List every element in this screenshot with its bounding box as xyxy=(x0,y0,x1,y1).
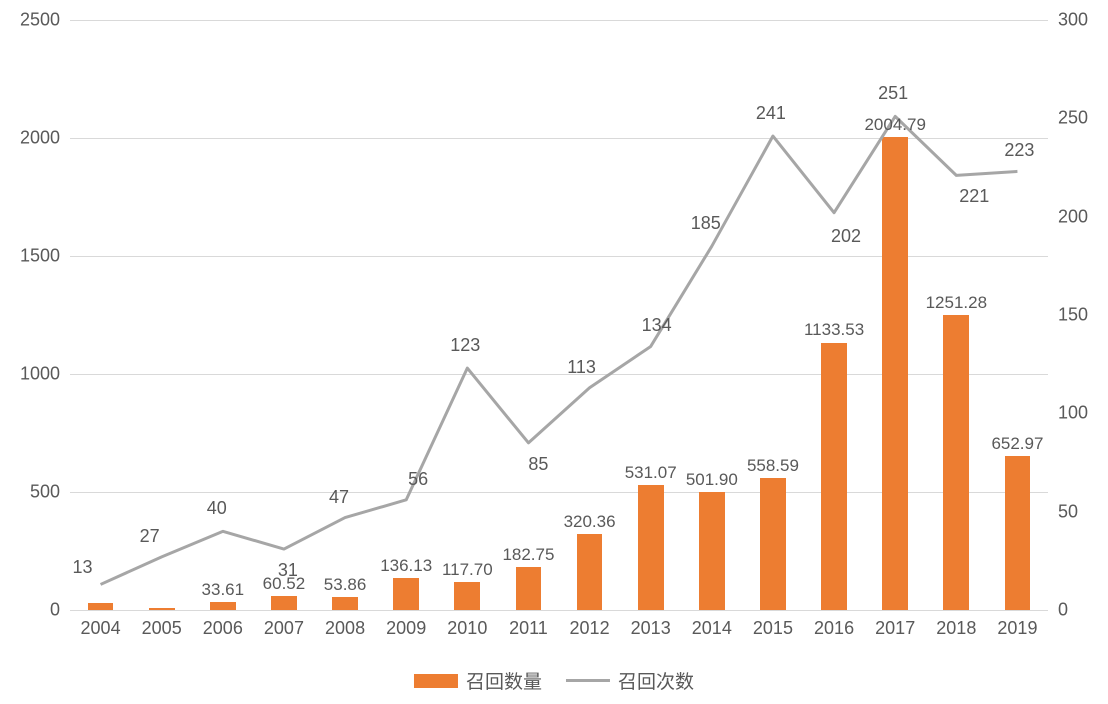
line-value-label: 56 xyxy=(408,469,428,490)
line-series xyxy=(70,20,1048,610)
x-tick-label: 2012 xyxy=(570,618,610,639)
line-value-label: 185 xyxy=(691,213,721,234)
x-tick-label: 2008 xyxy=(325,618,365,639)
plot-area xyxy=(70,20,1048,610)
y-right-tick-label: 250 xyxy=(1058,108,1088,129)
x-tick-label: 2016 xyxy=(814,618,854,639)
x-tick-label: 2007 xyxy=(264,618,304,639)
legend-label: 召回次数 xyxy=(618,667,694,694)
line-value-label: 202 xyxy=(831,226,861,247)
x-tick-label: 2006 xyxy=(203,618,243,639)
bar-value-label: 558.59 xyxy=(747,456,799,476)
y-left-tick-label: 2500 xyxy=(20,10,60,31)
y-right-tick-label: 200 xyxy=(1058,206,1088,227)
line-value-label: 31 xyxy=(278,560,298,581)
x-tick-label: 2010 xyxy=(447,618,487,639)
y-left-tick-label: 500 xyxy=(30,482,60,503)
y-right-tick-label: 0 xyxy=(1058,600,1068,621)
bar-value-label: 1133.53 xyxy=(804,320,864,340)
bar-value-label: 320.36 xyxy=(564,512,616,532)
bar-value-label: 531.07 xyxy=(625,463,677,483)
x-tick-label: 2011 xyxy=(509,618,548,639)
legend-label: 召回数量 xyxy=(466,667,542,694)
line-value-label: 221 xyxy=(959,186,989,207)
y-left-tick-label: 0 xyxy=(50,600,60,621)
line-value-label: 134 xyxy=(642,315,672,336)
x-tick-label: 2015 xyxy=(753,618,793,639)
y-left-tick-label: 1500 xyxy=(20,246,60,267)
x-tick-label: 2013 xyxy=(631,618,671,639)
line-value-label: 241 xyxy=(756,103,786,124)
bar-value-label: 182.75 xyxy=(502,545,554,565)
bar-value-label: 117.70 xyxy=(442,560,493,580)
x-tick-label: 2017 xyxy=(875,618,915,639)
line-value-label: 251 xyxy=(878,83,908,104)
line-value-label: 123 xyxy=(450,335,480,356)
x-tick-label: 2004 xyxy=(81,618,121,639)
y-right-tick-label: 100 xyxy=(1058,403,1088,424)
x-tick-label: 2009 xyxy=(386,618,426,639)
x-tick-label: 2005 xyxy=(142,618,182,639)
line-value-label: 47 xyxy=(329,487,349,508)
x-tick-label: 2014 xyxy=(692,618,732,639)
bar-value-label: 652.97 xyxy=(991,434,1043,454)
x-tick-label: 2018 xyxy=(936,618,976,639)
bar-value-label: 136.13 xyxy=(380,556,432,576)
y-left-tick-label: 2000 xyxy=(20,128,60,149)
gridline xyxy=(70,610,1048,611)
legend-swatch-line xyxy=(566,679,610,682)
x-tick-label: 2019 xyxy=(997,618,1037,639)
y-right-tick-label: 300 xyxy=(1058,10,1088,31)
y-right-tick-label: 50 xyxy=(1058,501,1078,522)
bar-value-label: 53.86 xyxy=(324,575,367,595)
legend-item: 召回次数 xyxy=(566,667,694,694)
line-value-label: 223 xyxy=(1004,140,1034,161)
line-value-label: 113 xyxy=(567,357,596,378)
legend-swatch-bar xyxy=(414,674,458,688)
bar-value-label: 33.61 xyxy=(202,580,245,600)
bar-value-label: 1251.28 xyxy=(926,293,987,313)
line-value-label: 40 xyxy=(207,498,227,519)
line-value-label: 13 xyxy=(73,557,93,578)
legend: 召回数量 召回次数 xyxy=(414,667,694,694)
line-value-label: 85 xyxy=(528,454,548,475)
y-right-tick-label: 150 xyxy=(1058,305,1088,326)
bar-value-label: 2004.79 xyxy=(864,115,925,135)
bar-value-label: 501.90 xyxy=(686,470,738,490)
line-value-label: 27 xyxy=(140,526,160,547)
legend-item: 召回数量 xyxy=(414,667,542,694)
y-left-tick-label: 1000 xyxy=(20,364,60,385)
recall-chart: 召回数量 召回次数 0 500 1000 1500 2000 2500 0 50 100 150 20… xyxy=(0,0,1108,704)
